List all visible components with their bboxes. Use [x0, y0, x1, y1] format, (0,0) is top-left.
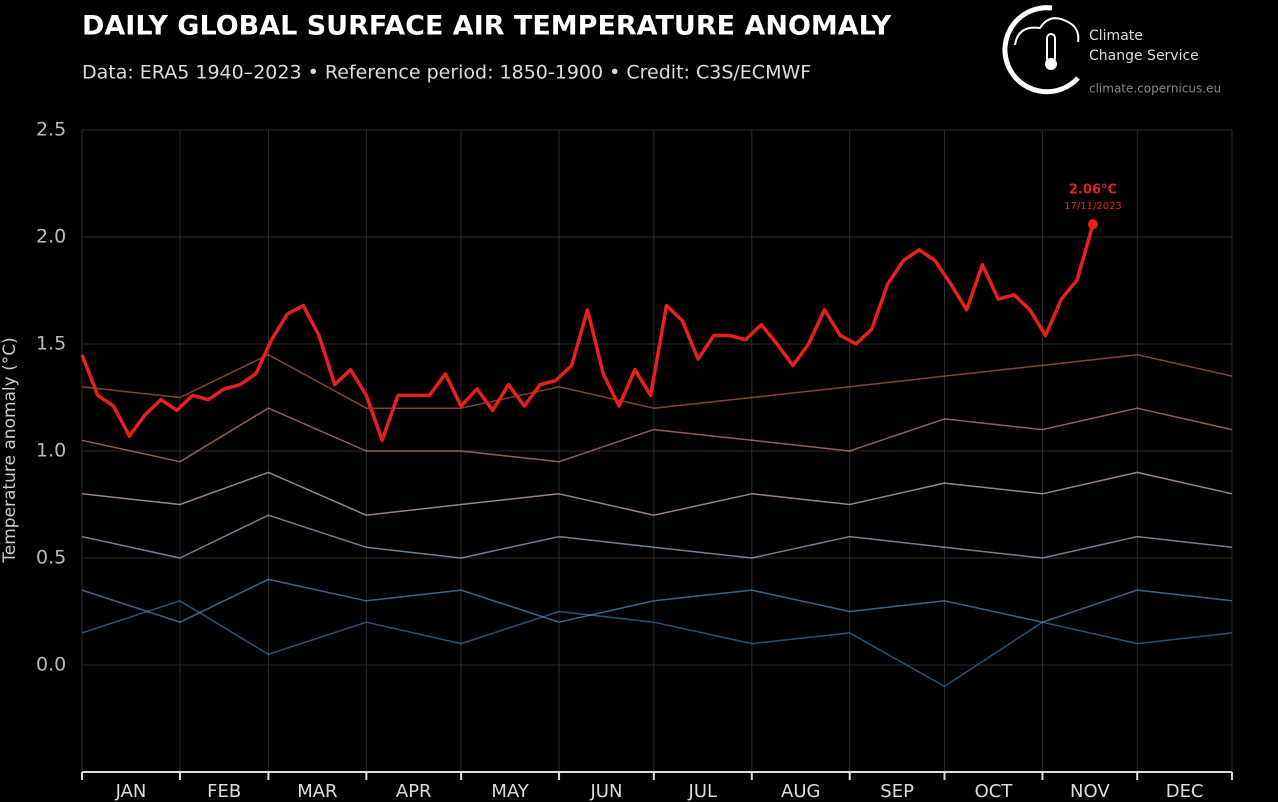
y-tick-label: 2.0 [36, 226, 66, 248]
x-tick-label: NOV [1070, 781, 1110, 802]
x-tick-label: JUN [589, 781, 622, 802]
y-axis-label: Temperature anomaly (°C) [0, 337, 20, 563]
y-tick-label: 2.5 [36, 119, 66, 141]
x-tick-label: APR [396, 781, 432, 802]
x-tick-label: JAN [115, 781, 147, 802]
y-tick-label: 0.5 [36, 547, 66, 569]
background-line [81, 407, 1233, 463]
x-tick-label: OCT [975, 781, 1014, 802]
annotation-date: 17/11/2023 [1064, 201, 1122, 212]
y-tick-label: 1.5 [36, 333, 66, 355]
background-line [81, 471, 1233, 516]
chart-subtitle: Data: ERA5 1940–2023 • Reference period:… [82, 62, 811, 84]
annotation-point [1087, 219, 1098, 230]
x-tick-label: JUL [688, 781, 718, 802]
x-tick-label: MAR [297, 781, 337, 802]
logo: Climate Change Service climate.copernicu… [1002, 5, 1221, 96]
line [80, 223, 1095, 443]
chart-title: DAILY GLOBAL SURFACE AIR TEMPERATURE ANO… [82, 11, 892, 42]
y-tick-label: 0.0 [36, 654, 66, 676]
background-line [81, 353, 1233, 409]
x-tick-label: MAY [491, 781, 529, 802]
x-tick-label: AUG [781, 781, 820, 802]
logo-url: climate.copernicus.eu [1089, 82, 1221, 96]
x-tick-label: SEP [880, 781, 914, 802]
background-line [81, 514, 1233, 559]
background-line [81, 578, 1233, 623]
x-tick-label: FEB [207, 781, 241, 802]
y-tick-label: 1.0 [36, 440, 66, 462]
logo-text: Climate [1089, 28, 1143, 44]
x-tick-label: DEC [1166, 781, 1204, 802]
logo-text: Change Service [1089, 48, 1199, 64]
annotation-label: 2.06°C [1069, 183, 1117, 198]
